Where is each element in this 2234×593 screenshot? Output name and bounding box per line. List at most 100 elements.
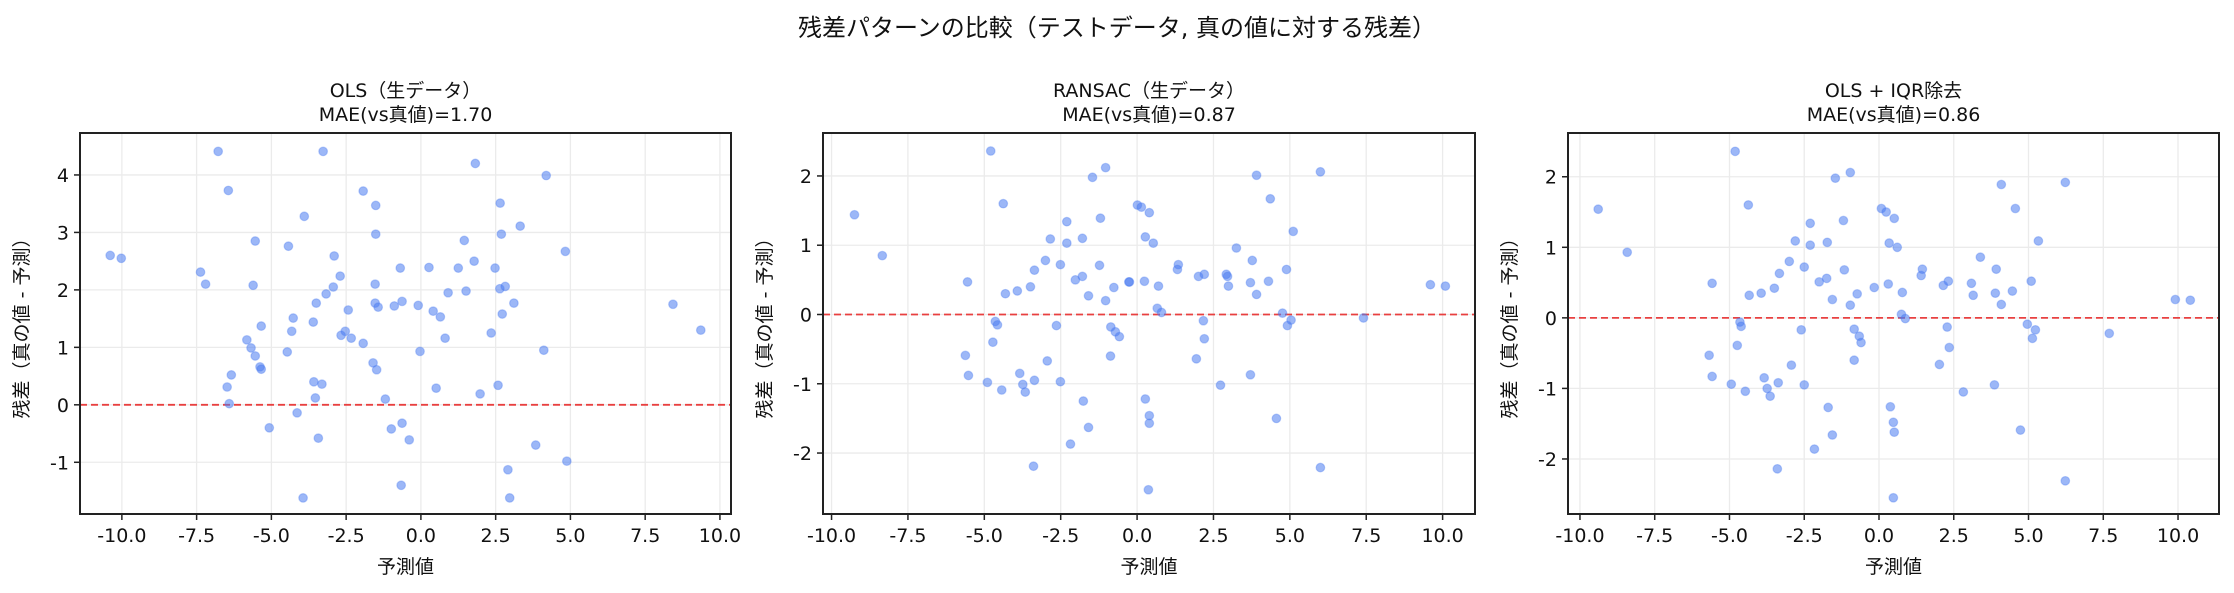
y-tick-label: 2 bbox=[800, 166, 812, 188]
x-tick-label: -7.5 bbox=[178, 525, 215, 547]
y-tick-label: 2 bbox=[1545, 167, 1557, 189]
grid-lines bbox=[80, 133, 731, 514]
data-point bbox=[1707, 278, 1718, 289]
data-point bbox=[1222, 271, 1233, 282]
data-point bbox=[1065, 439, 1076, 449]
x-axis-label: 予測値 bbox=[1865, 556, 1922, 578]
data-point bbox=[250, 236, 261, 246]
scatter-points bbox=[1593, 146, 2196, 503]
data-point bbox=[313, 433, 324, 444]
x-tick-label: -10.0 bbox=[807, 525, 856, 547]
y-axis-ticks: -1 0 1 2 3 4 bbox=[50, 165, 80, 474]
x-axis-ticks: -10.0 -7.5 -5.0 -2.5 0.0 2.5 5.0 7.5 10.0 bbox=[97, 514, 741, 547]
data-point bbox=[1968, 290, 1979, 301]
data-point bbox=[1943, 276, 1954, 287]
data-point bbox=[1884, 238, 1895, 248]
data-point bbox=[985, 146, 996, 156]
data-point bbox=[213, 146, 224, 157]
data-point bbox=[2170, 294, 2181, 305]
data-point bbox=[1028, 461, 1039, 472]
x-axis-label: 予測値 bbox=[1120, 556, 1177, 578]
data-point bbox=[368, 357, 378, 368]
data-point bbox=[1440, 281, 1451, 291]
data-point bbox=[1271, 413, 1282, 424]
data-point bbox=[397, 418, 407, 429]
data-point bbox=[389, 301, 400, 311]
data-point bbox=[298, 493, 308, 503]
data-point bbox=[370, 229, 381, 240]
data-point bbox=[1726, 379, 1737, 390]
data-point bbox=[336, 330, 346, 341]
data-point bbox=[440, 333, 451, 344]
axes-frame bbox=[822, 132, 1476, 515]
data-point bbox=[299, 211, 310, 222]
data-point bbox=[346, 333, 357, 344]
data-point bbox=[1827, 430, 1838, 440]
data-point bbox=[1990, 288, 2001, 299]
data-point bbox=[1942, 322, 1953, 332]
x-tick-label: -2.5 bbox=[1786, 525, 1823, 547]
x-tick-label: 7.5 bbox=[2088, 525, 2118, 547]
data-point bbox=[1856, 337, 1866, 348]
data-point bbox=[256, 364, 267, 375]
data-point bbox=[1730, 146, 1741, 157]
x-tick-label: -5.0 bbox=[1711, 525, 1748, 547]
x-tick-label: 5.0 bbox=[2013, 525, 2043, 547]
data-point bbox=[318, 146, 329, 157]
data-point bbox=[877, 250, 888, 261]
x-tick-label: 10.0 bbox=[1421, 525, 1463, 547]
y-tick-label: 0 bbox=[1545, 308, 1557, 330]
data-point bbox=[431, 383, 442, 394]
data-point bbox=[530, 440, 541, 450]
data-point bbox=[1823, 402, 1834, 413]
data-point bbox=[1140, 232, 1151, 242]
data-point bbox=[1849, 324, 1860, 335]
data-point bbox=[1889, 213, 1900, 224]
data-point bbox=[1889, 427, 1900, 438]
data-point bbox=[1199, 269, 1210, 280]
data-point bbox=[1975, 252, 1986, 263]
data-point bbox=[1156, 307, 1167, 318]
data-point bbox=[453, 263, 464, 273]
x-tick-label: -2.5 bbox=[328, 525, 365, 547]
data-point bbox=[515, 221, 526, 231]
y-tick-label: -2 bbox=[1538, 449, 1557, 471]
data-point bbox=[282, 347, 293, 357]
data-point bbox=[397, 296, 407, 307]
data-point bbox=[1888, 492, 1899, 503]
data-point bbox=[1108, 282, 1119, 293]
x-tick-label: -10.0 bbox=[1555, 525, 1604, 547]
data-point bbox=[538, 345, 549, 356]
data-point bbox=[1215, 380, 1226, 391]
data-point bbox=[504, 493, 515, 503]
data-point bbox=[1740, 386, 1751, 397]
x-tick-label: 10.0 bbox=[2157, 525, 2199, 547]
data-point bbox=[1095, 213, 1106, 224]
y-axis-label: 残差（真の値 - 予測） bbox=[754, 229, 776, 419]
x-tick-label: 7.5 bbox=[1351, 525, 1381, 547]
data-point bbox=[395, 263, 406, 273]
y-axis-label: 残差（真の値 - 予測） bbox=[1499, 229, 1521, 419]
data-point bbox=[493, 380, 503, 391]
data-point bbox=[1827, 294, 1838, 305]
data-point bbox=[1756, 288, 1767, 299]
x-tick-label: 0.0 bbox=[1122, 525, 1152, 547]
data-point bbox=[1315, 166, 1326, 177]
data-point bbox=[386, 424, 397, 434]
x-tick-label: 2.5 bbox=[1939, 525, 1969, 547]
data-point bbox=[224, 398, 235, 409]
data-point bbox=[1996, 179, 2007, 190]
data-point bbox=[413, 300, 424, 311]
y-tick-label: -1 bbox=[50, 452, 69, 474]
data-point bbox=[1282, 320, 1293, 331]
panel-mae-subtitle: MAE(vs真値)=0.86 bbox=[1807, 104, 1981, 126]
y-tick-label: 4 bbox=[57, 165, 69, 187]
data-point bbox=[1265, 193, 1276, 204]
data-point bbox=[1883, 279, 1894, 289]
data-point bbox=[1989, 379, 2000, 390]
data-point bbox=[1144, 418, 1155, 429]
data-point bbox=[497, 309, 508, 319]
data-point bbox=[2027, 333, 2038, 344]
y-tick-label: -2 bbox=[793, 443, 812, 465]
